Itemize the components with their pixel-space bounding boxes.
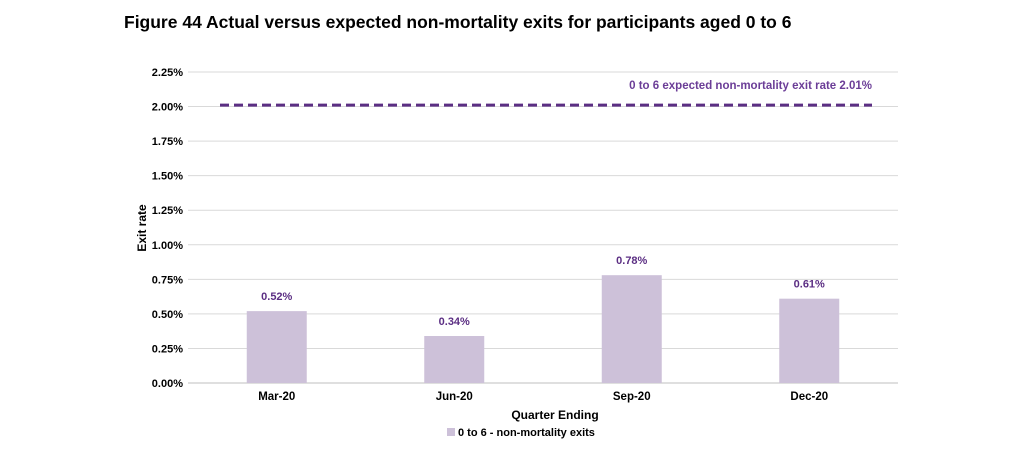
y-tick-label: 0.75% xyxy=(152,274,183,286)
x-axis-title: Quarter Ending xyxy=(511,408,598,422)
y-tick-label: 0.25% xyxy=(152,343,183,355)
y-tick-label: 1.75% xyxy=(152,136,183,148)
reference-line-group: 0 to 6 expected non-mortality exit rate … xyxy=(220,80,872,107)
y-axis-ticks: 0.00% 0.25% 0.50% 0.75% 1.00% 1.25% 1.50% 1.75%… xyxy=(152,67,183,390)
reference-line-label: 0 to 6 expected non-mortality exit rate … xyxy=(629,80,872,92)
y-tick-label: 0.50% xyxy=(152,309,183,321)
bar xyxy=(779,298,840,383)
x-tick-label: Sep-20 xyxy=(613,391,651,403)
x-tick-label: Jun-20 xyxy=(436,391,473,403)
data-label: 0.61% xyxy=(794,279,825,291)
y-tick-label: 2.25% xyxy=(152,67,183,79)
data-labels: 0.52% 0.34% 0.78% 0.61% xyxy=(261,255,825,328)
bar xyxy=(424,336,485,383)
y-tick-label: 1.00% xyxy=(152,240,183,252)
data-label: 0.52% xyxy=(261,291,292,303)
y-tick-label: 0.00% xyxy=(152,378,183,390)
y-tick-label: 1.25% xyxy=(152,205,183,217)
y-tick-label: 1.50% xyxy=(152,171,183,183)
x-axis-ticks: Mar-20 Jun-20 Sep-20 Dec-20 xyxy=(258,391,828,403)
bar xyxy=(601,275,662,383)
chart-title: Figure 44 Actual versus expected non-mor… xyxy=(124,12,792,32)
x-tick-label: Dec-20 xyxy=(790,391,828,403)
data-label: 0.78% xyxy=(616,255,647,267)
legend: 0 to 6 - non-mortality exits xyxy=(447,427,595,439)
x-tick-label: Mar-20 xyxy=(258,391,295,403)
y-axis-title: Exit rate xyxy=(135,204,149,252)
bar xyxy=(246,311,307,383)
y-tick-label: 2.00% xyxy=(152,102,183,114)
legend-label: 0 to 6 - non-mortality exits xyxy=(458,427,595,439)
legend-swatch xyxy=(447,428,455,436)
data-label: 0.34% xyxy=(439,316,470,328)
bars xyxy=(246,275,840,383)
